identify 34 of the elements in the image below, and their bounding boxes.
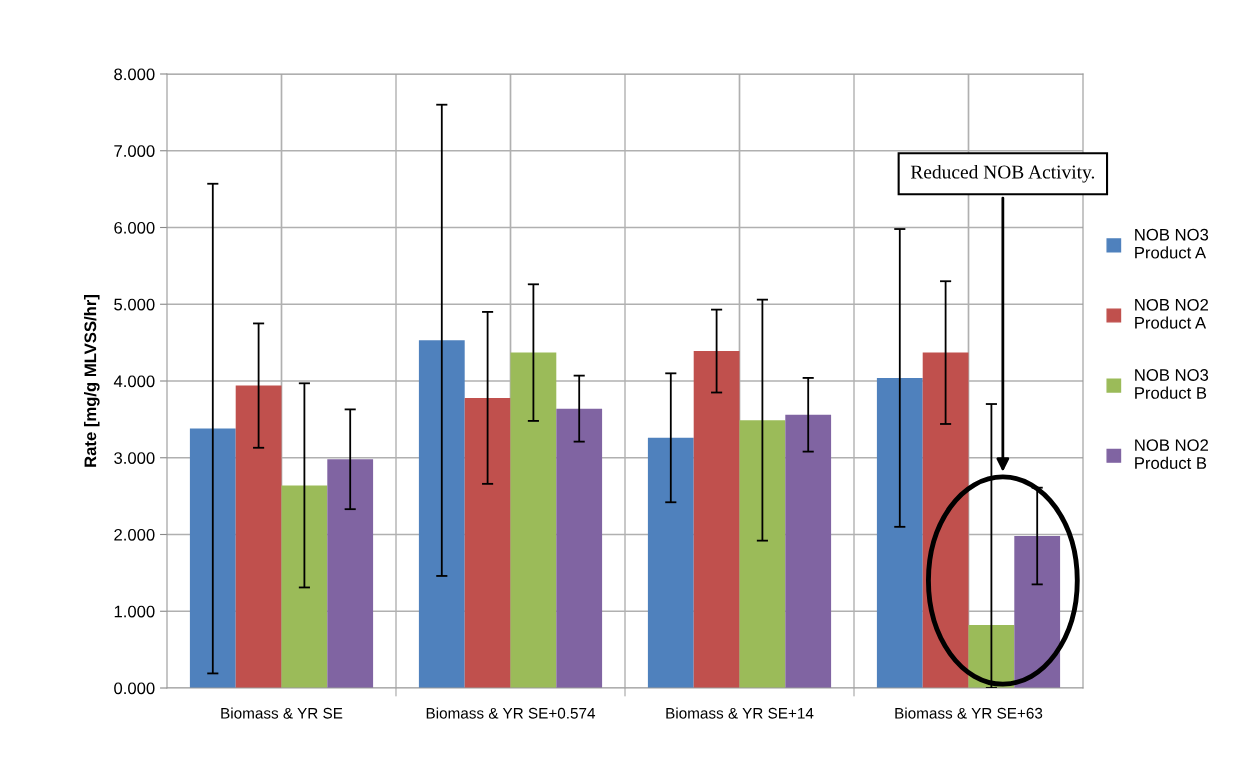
x-tick-label: Biomass & YR SE+0.574 (426, 707, 596, 719)
bar (327, 459, 374, 688)
y-tick-label: 2.000 (114, 528, 155, 541)
bar (785, 414, 832, 688)
bar (510, 352, 557, 688)
bar (922, 352, 969, 688)
bar (647, 437, 694, 688)
y-tick-label: 4.000 (113, 375, 155, 388)
bar (693, 351, 740, 688)
bar (418, 340, 465, 688)
y-tick-label: 7.000 (114, 145, 155, 157)
y-tick-label: 8.000 (114, 68, 155, 81)
x-tick-label: Biomass & YR SE (221, 707, 343, 719)
legend-label: NOB NO2 Product B (1135, 439, 1209, 469)
bar (739, 420, 786, 688)
x-tick-label: Biomass & YR SE+14 (666, 707, 814, 719)
bar (464, 397, 511, 688)
x-tick-label: Biomass & YR SE+63 (895, 707, 1043, 719)
bar (556, 408, 603, 688)
y-tick-label: 0.000 (114, 682, 155, 695)
bar (1014, 536, 1061, 688)
y-tick-label: 5.000 (114, 298, 155, 311)
legend-label: NOB NO3 Product A (1135, 228, 1209, 259)
bar (189, 428, 236, 688)
legend-label: NOB NO3 Product B (1135, 369, 1209, 399)
y-axis-title: Rate [mg/g MLVSS/hr] (83, 295, 100, 467)
legend-label: NOB NO2 Product A (1135, 298, 1209, 329)
y-tick-label: 6.000 (114, 221, 155, 234)
bar (281, 485, 328, 688)
annotation: Reduced NOB Activity. (910, 164, 1095, 183)
y-tick-label: 1.000 (114, 605, 155, 618)
bar (235, 385, 282, 688)
y-tick-label: 3.000 (114, 452, 155, 464)
bar (876, 377, 923, 688)
